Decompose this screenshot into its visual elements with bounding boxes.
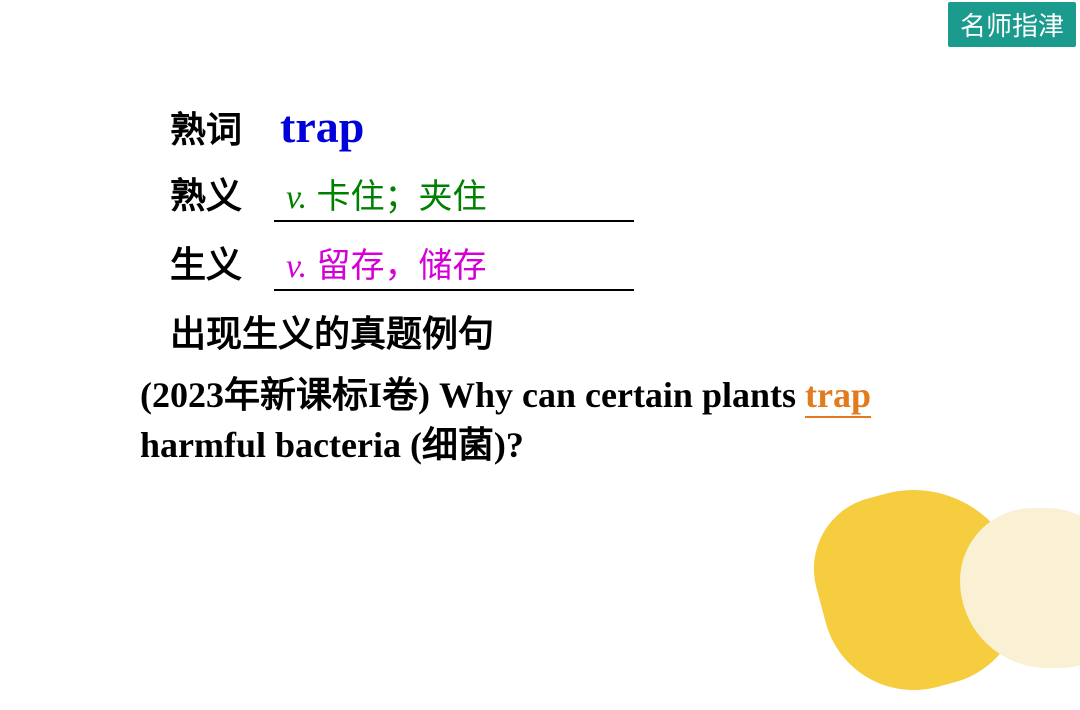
word-row: 熟词 trap: [170, 100, 634, 153]
new-label: 生义: [170, 236, 260, 288]
familiar-pos: v.: [286, 179, 307, 216]
new-definition: v. 留存，储存: [286, 247, 487, 285]
example-prefix: (2023年新课标I卷) Why can certain plants: [140, 375, 805, 415]
teacher-tip-badge: 名师指津: [948, 2, 1076, 47]
familiar-def-text: 卡住；夹住: [307, 178, 486, 216]
example-sentence: (2023年新课标I卷) Why can certain plants trap…: [140, 370, 920, 471]
familiar-label: 熟义: [170, 167, 260, 219]
word-label: 熟词: [170, 101, 260, 153]
familiar-blank: v. 卡住；夹住: [274, 169, 634, 222]
new-pos: v.: [286, 248, 307, 285]
vocabulary-word: trap: [280, 100, 364, 153]
new-meaning-row: 生义 v. 留存，储存: [170, 236, 634, 291]
main-content: 熟词 trap 熟义 v. 卡住；夹住 生义 v. 留存，储存 出现生义的真题例…: [170, 100, 634, 379]
example-suffix: harmful bacteria (细菌)?: [140, 425, 524, 465]
familiar-definition: v. 卡住；夹住: [286, 178, 487, 216]
new-blank: v. 留存，储存: [274, 238, 634, 291]
badge-text: 名师指津: [960, 12, 1064, 41]
example-subtitle: 出现生义的真题例句: [170, 305, 634, 357]
familiar-meaning-row: 熟义 v. 卡住；夹住: [170, 167, 634, 222]
new-def-text: 留存，储存: [307, 247, 486, 285]
example-highlight: trap: [805, 375, 871, 418]
